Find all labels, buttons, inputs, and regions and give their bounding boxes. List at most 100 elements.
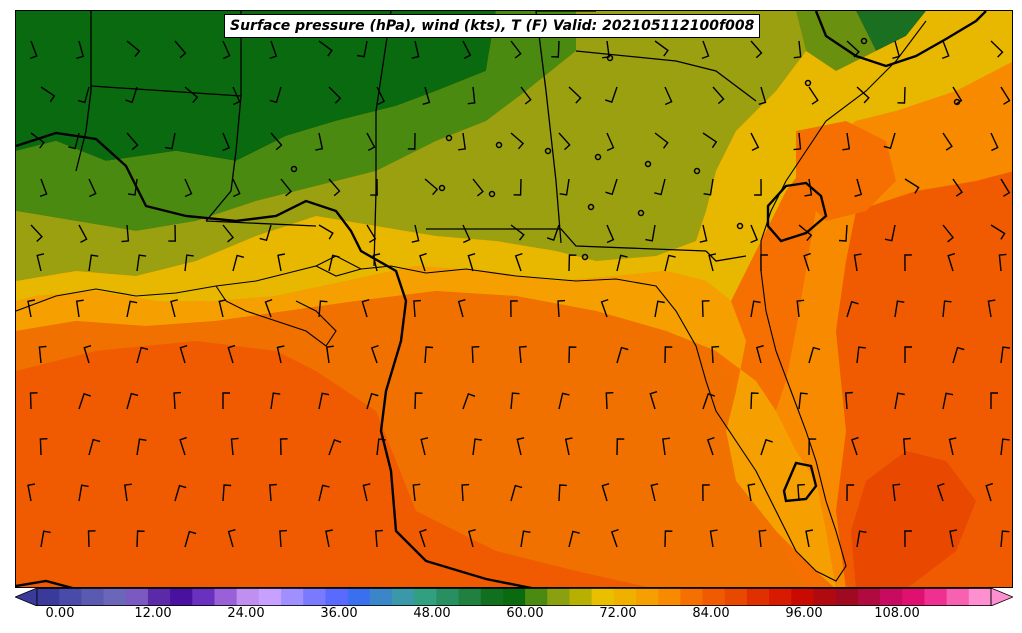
wind-barb — [884, 224, 896, 242]
wind-barb — [664, 254, 676, 272]
wind-barb — [362, 483, 371, 502]
wind-barb — [184, 178, 193, 198]
wind-barb — [40, 530, 51, 548]
wind-barb — [227, 529, 236, 548]
colorbar-cell — [502, 588, 526, 606]
wind-barb — [407, 132, 416, 150]
wind-barb — [88, 438, 101, 456]
wind-barb — [516, 437, 525, 456]
wind-barb — [467, 253, 476, 272]
colorbar-cell — [880, 588, 903, 606]
wind-barb — [702, 393, 716, 410]
wind-barb — [851, 436, 859, 456]
wind-barb — [168, 224, 177, 242]
colorbar-cell — [702, 588, 726, 606]
wind-barb — [270, 132, 283, 151]
wind-barb — [894, 300, 905, 318]
wind-barb — [232, 86, 241, 106]
wind-barb — [842, 132, 851, 151]
wind-barb — [952, 346, 965, 364]
wind-barb — [361, 299, 370, 318]
wind-barb — [259, 224, 272, 242]
wind-barb — [853, 253, 862, 272]
wind-barb — [318, 484, 330, 502]
wind-barb — [654, 178, 666, 196]
wind-barb — [277, 253, 286, 272]
zone-yellow — [16, 11, 1012, 301]
colorbar-cell — [525, 588, 548, 606]
wind-barb — [68, 132, 80, 150]
wind-barb — [760, 438, 773, 456]
wind-barb — [518, 345, 527, 364]
colorbar-cell — [458, 588, 482, 606]
wind-barb — [136, 530, 145, 548]
wind-barb — [472, 178, 484, 197]
wind-barb — [750, 224, 759, 244]
wind-barb — [467, 86, 476, 105]
wind-barb — [179, 436, 187, 456]
colorbar-cell — [236, 588, 260, 606]
colorbar-cell — [813, 588, 837, 606]
wind-barb — [513, 178, 522, 196]
wind-barb — [758, 86, 767, 105]
wind-barb — [376, 86, 386, 106]
wind-barb — [128, 178, 138, 196]
wind-barb — [894, 392, 905, 410]
wind-barb — [711, 345, 720, 364]
wind-barb — [38, 345, 47, 364]
wind-barb — [838, 224, 848, 242]
wind-barb — [27, 483, 36, 502]
wind-barb — [280, 178, 292, 197]
wind-barb — [856, 530, 867, 548]
wind-barb — [805, 529, 814, 548]
wind-barb — [558, 132, 571, 151]
wind-barb — [616, 346, 629, 364]
wind-barb — [712, 86, 725, 105]
colorbar-tick-label: 36.00 — [320, 606, 358, 621]
wind-barb — [558, 484, 567, 502]
wind-barb — [179, 345, 188, 364]
wind-barb — [422, 86, 431, 105]
wind-barb — [846, 300, 859, 318]
wind-barb — [269, 86, 282, 104]
wind-barb — [318, 392, 330, 410]
wind-barb — [754, 178, 762, 196]
map-title: Surface pressure (hPa), wind (kts), T (F… — [224, 14, 761, 38]
colorbar-tick-label: 24.00 — [227, 606, 265, 621]
wind-barb — [948, 437, 957, 456]
colorbar-cell — [857, 588, 881, 606]
wind-barb — [458, 132, 466, 151]
wind-barb — [510, 224, 525, 241]
wind-barb — [126, 300, 138, 318]
wind-barb — [75, 299, 84, 318]
wind-barb — [520, 86, 532, 105]
wind-barb — [510, 484, 523, 502]
wind-barb — [947, 252, 956, 272]
temperature-map-canvas — [16, 11, 1012, 587]
colorbar-min-extend — [15, 588, 38, 606]
wind-barb — [760, 254, 768, 272]
wind-barb — [78, 224, 88, 244]
wind-barb — [604, 86, 618, 103]
wind-barb — [793, 40, 802, 59]
colorbar-cell — [924, 588, 948, 606]
wind-barb — [318, 300, 328, 318]
wind-barb — [462, 40, 472, 60]
wind-barb — [328, 439, 342, 456]
colorbar-cell — [103, 588, 127, 606]
wind-barb — [328, 86, 342, 104]
wind-barb — [29, 40, 38, 60]
wind-barb — [414, 392, 423, 410]
colorbar-cell — [613, 588, 637, 606]
wind-barb — [808, 86, 819, 105]
wind-barb — [174, 484, 187, 502]
wind-barb — [222, 224, 234, 243]
wind-barb — [650, 483, 659, 502]
wind-barb — [747, 483, 756, 502]
wind-barb — [366, 392, 379, 410]
wind-barb — [904, 254, 912, 272]
wind-barb — [40, 86, 56, 103]
wind-barb — [375, 529, 383, 548]
wind-barb — [276, 345, 285, 364]
wind-barb — [126, 40, 141, 57]
